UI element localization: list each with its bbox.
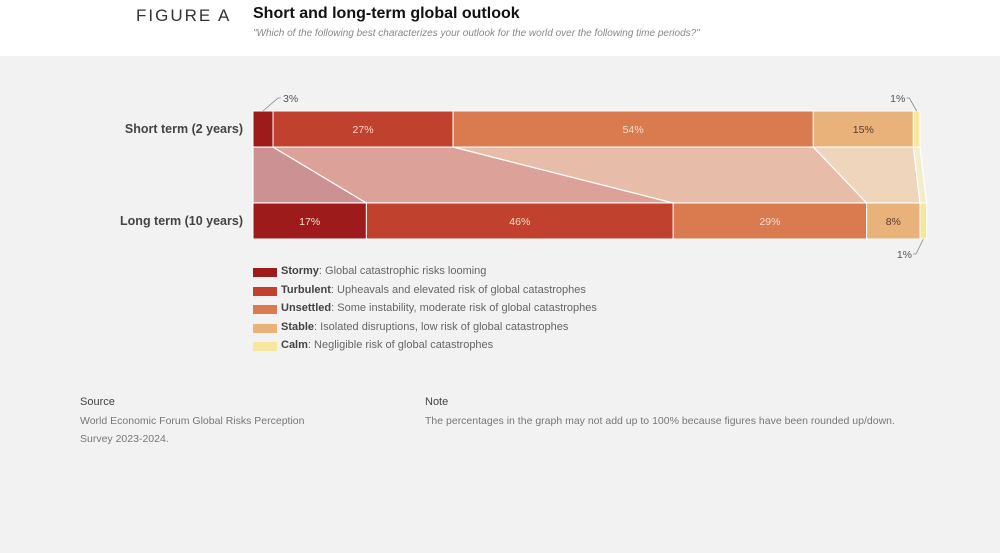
legend-swatch [253, 268, 277, 277]
legend-series-description: : Global catastrophic risks looming [318, 265, 487, 277]
data-label: 54% [623, 124, 644, 136]
category-label: Short term (2 years) [125, 122, 243, 136]
legend-swatch [253, 323, 277, 333]
data-label: 17% [299, 216, 320, 228]
bar-segment-unsettled [452, 110, 814, 148]
data-label: 46% [509, 216, 530, 228]
figure-title: Short and long-term global outlook [253, 5, 520, 22]
data-label: 8% [886, 216, 901, 228]
figure-header: FIGURE A Short and long-term global outl… [0, 0, 1000, 56]
legend-swatch [253, 342, 277, 351]
legend-series-description: : Some instability, moderate risk of glo… [331, 302, 597, 314]
legend-text: Stable: Isolated disruptions, low risk o… [281, 321, 568, 333]
data-label: 27% [353, 124, 374, 136]
legend-series-name: Stormy [281, 265, 319, 277]
bar-segment-stormy [252, 202, 367, 240]
legend-swatch [253, 286, 277, 296]
category-label: Long term (10 years) [120, 214, 243, 228]
legend-series-name: Turbulent [281, 283, 331, 296]
legend-swatch [253, 305, 277, 314]
data-label: 29% [759, 216, 780, 228]
legend-text: Turbulent: Upheavals and elevated risk o… [281, 284, 586, 296]
figure-subtitle: "Which of the following best characteriz… [253, 28, 700, 39]
legend-series-description: : Negligible risk of global catastrophes [307, 339, 494, 351]
source-text: World Economic Forum Global Risks Percep… [80, 415, 305, 445]
data-label: 15% [853, 124, 874, 136]
source-heading: Source [80, 396, 115, 408]
bar-segment-calm [912, 110, 921, 148]
legend-series-name: Stable [281, 320, 315, 333]
legend-text: Unsettled: Some instability, moderate ri… [281, 302, 597, 314]
data-label: 1% [890, 93, 905, 105]
note-heading: Note [425, 396, 449, 408]
note-text: The percentages in the graph may not add… [425, 415, 895, 427]
legend-text: Stormy: Global catastrophic risks loomin… [281, 265, 486, 277]
leader-line [262, 97, 282, 112]
leader-line [913, 238, 924, 255]
leader-line [906, 97, 918, 112]
data-label: 3% [283, 93, 298, 105]
legend-text: Calm: Negligible risk of global catastro… [281, 339, 493, 351]
data-label: 1% [897, 249, 912, 261]
bar-segment-unsettled [672, 202, 868, 240]
legend-series-description: : Upheavals and elevated risk of global … [330, 283, 586, 296]
figure-label: FIGURE A [136, 6, 232, 25]
bar-segment-calm [919, 202, 928, 240]
bar-segment-stormy [252, 110, 274, 148]
legend-series-name: Calm [281, 339, 308, 351]
legend-series-description: : Isolated disruptions, low risk of glob… [314, 320, 569, 333]
legend-series-name: Unsettled [281, 302, 332, 314]
